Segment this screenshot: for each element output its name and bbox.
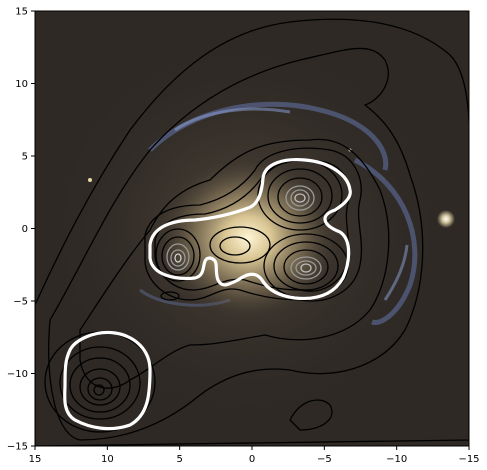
contour-center-2	[219, 236, 251, 256]
contour-main-1	[144, 147, 363, 302]
contour-outer-3	[79, 138, 390, 389]
peak-north-contours	[257, 159, 343, 231]
contour-outer-2	[48, 47, 424, 441]
y-tick-label: 0	[22, 224, 28, 235]
y-tick-label: 10	[15, 79, 28, 90]
x-tick-label: 5	[176, 454, 182, 465]
highlight-contour-lower-left	[63, 330, 152, 431]
contour-small-1	[160, 291, 180, 301]
y-tick-label: 15	[15, 7, 28, 18]
x-tick-label: 15	[29, 454, 42, 465]
y-tick-label: 5	[22, 152, 28, 163]
peak-west-contours	[155, 228, 201, 282]
x-tick-label: −10	[386, 454, 407, 465]
contour-lower-right	[289, 399, 333, 431]
x-tick-label: 0	[249, 454, 255, 465]
peak-lower-left-contours	[44, 331, 156, 433]
x-tick-label: −5	[317, 454, 332, 465]
highlight-contours	[63, 157, 352, 431]
y-tick-label: −15	[7, 442, 28, 453]
galaxy-image	[35, 11, 469, 446]
y-tick-label: −5	[13, 297, 28, 308]
contour-outer-1	[35, 18, 469, 446]
x-tick-label: 10	[101, 454, 114, 465]
contour-center-1	[209, 226, 271, 264]
y-tick-label: −10	[7, 369, 28, 380]
highlight-contour-main	[148, 157, 352, 301]
x-tick-label: −15	[458, 454, 479, 465]
contour-main-2	[154, 159, 350, 292]
